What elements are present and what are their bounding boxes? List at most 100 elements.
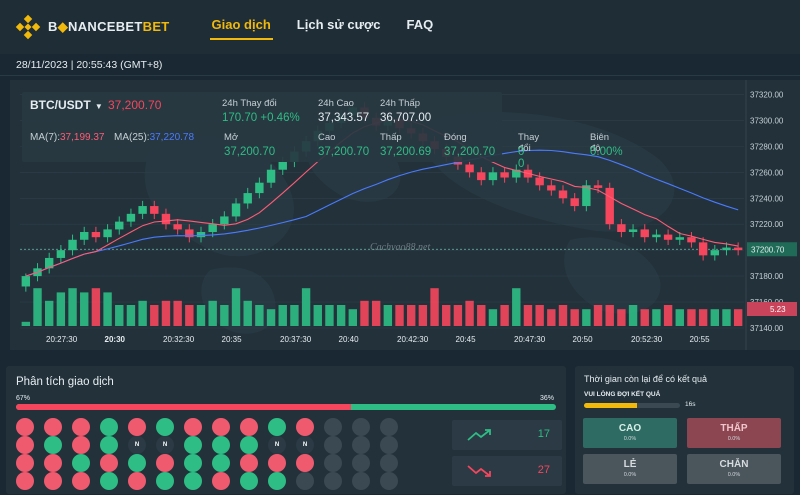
candle-body: [208, 224, 217, 232]
volume-bar: [523, 305, 533, 326]
time-axis-label: 20:40: [339, 335, 360, 344]
volume-bar: [185, 305, 194, 326]
high-24h-label: 24h Cao: [318, 98, 354, 109]
result-dot: [128, 454, 146, 472]
current-price-badge: [747, 242, 797, 257]
volume-bar: [348, 309, 358, 326]
bet-even-button[interactable]: CHẴN 0.0%: [687, 454, 781, 484]
candle-body: [570, 198, 579, 207]
volume-bar: [733, 309, 743, 326]
caret-down-icon: ▼: [92, 102, 103, 111]
result-dot: [100, 472, 118, 490]
volume-bar: [406, 305, 416, 326]
bet-high-button[interactable]: CAO 0.0%: [583, 418, 677, 448]
volume-bar: [68, 288, 77, 326]
price-axis-label: 37220.00: [750, 220, 784, 229]
result-dot: [296, 418, 314, 436]
candle-body: [68, 239, 77, 251]
candle-body: [465, 164, 474, 173]
volume-bar: [138, 300, 147, 326]
time-axis-label: 20:55: [690, 335, 711, 344]
thap-label: Thấp: [380, 132, 402, 143]
result-dot: [212, 418, 230, 436]
volume-bar: [290, 305, 299, 326]
volume-bar: [418, 305, 428, 326]
datetime-text: 28/11/2023 | 20:55:43 (GMT+8): [16, 59, 163, 71]
ma25-line: [25, 149, 739, 277]
result-dot: [156, 472, 174, 490]
down-count-box: 27: [452, 456, 562, 486]
volume-bar: [477, 305, 486, 326]
result-dot: [184, 472, 202, 490]
candle-body: [150, 206, 159, 214]
result-dot: [72, 418, 90, 436]
price-axis-label: 37320.00: [750, 90, 784, 99]
thap-value: 37,200.69: [380, 146, 432, 158]
volume-bar: [161, 300, 171, 326]
low-24h-value: 36,707.00: [380, 112, 432, 124]
volume-bar: [278, 305, 287, 326]
volume-bar: [640, 309, 649, 326]
result-dot: [16, 436, 34, 454]
candle-body: [605, 187, 614, 225]
volume-bar: [103, 292, 112, 326]
nav-faq[interactable]: FAQ: [406, 16, 434, 32]
candle-body: [44, 257, 54, 269]
volume-bar: [301, 288, 311, 326]
result-dot: [380, 454, 398, 472]
result-dot: [128, 418, 146, 436]
result-dot: [240, 418, 258, 436]
up-percent: 36%: [539, 395, 554, 402]
volume-bar: [220, 305, 229, 326]
logo[interactable]: B◆NANCEBETBET: [14, 13, 170, 41]
countdown-bar-fill: [584, 403, 637, 408]
price-axis-label: 37180.00: [750, 272, 784, 281]
result-dot: [212, 454, 230, 472]
candle-body: [477, 172, 486, 181]
volume-bar: [500, 305, 509, 326]
datetime-bar: 28/11/2023 | 20:55:43 (GMT+8): [0, 54, 800, 76]
volume-bar: [56, 292, 66, 326]
result-dot: N: [268, 436, 286, 454]
result-dot: [100, 418, 118, 436]
watermark: Cachvao88.net: [370, 242, 430, 253]
top-navbar: B◆NANCEBETBET Giao dịch Lịch sử cược FAQ: [0, 0, 800, 54]
candle-body: [278, 161, 287, 170]
volume-bar: [360, 300, 369, 326]
result-title: Thời gian còn lại để có kết quả: [584, 374, 707, 384]
result-dot: [324, 436, 342, 454]
result-dot: [212, 436, 230, 454]
volume-bar: [313, 305, 322, 326]
result-dot: [72, 436, 90, 454]
result-dot: [240, 454, 258, 472]
ma7-indicator: MA(7):37,199.37: [30, 132, 105, 143]
candle-body: [582, 185, 591, 207]
result-dot: [156, 418, 174, 436]
nav-trading[interactable]: Giao dịch: [209, 15, 273, 40]
bet-odd-button[interactable]: LẺ 0.0%: [583, 454, 677, 484]
candle-body: [185, 229, 194, 238]
result-dot: [184, 418, 202, 436]
result-dot: [44, 418, 62, 436]
result-dot: [44, 454, 62, 472]
candle-body: [56, 250, 66, 258]
result-dot: [212, 472, 230, 490]
result-dot: [352, 418, 370, 436]
candle-body: [80, 232, 89, 240]
nav-bet-history[interactable]: Lịch sử cược: [296, 16, 381, 32]
volume-bar: [243, 300, 252, 326]
volume-bar: [91, 288, 101, 326]
candle-body: [663, 234, 673, 240]
volume-bar: [231, 288, 241, 326]
candle-body: [138, 206, 147, 214]
result-dot: [324, 454, 342, 472]
bet-low-button[interactable]: THẤP 0.0%: [687, 418, 781, 448]
pair-selector[interactable]: BTC/USDT ▼: [30, 98, 103, 112]
volume-bar: [395, 305, 404, 326]
volume-bar: [605, 305, 614, 326]
countdown-seconds: 16s: [685, 401, 696, 408]
up-count-box: 17: [452, 420, 562, 450]
candle-body: [500, 172, 509, 178]
volume-bar: [675, 309, 684, 326]
